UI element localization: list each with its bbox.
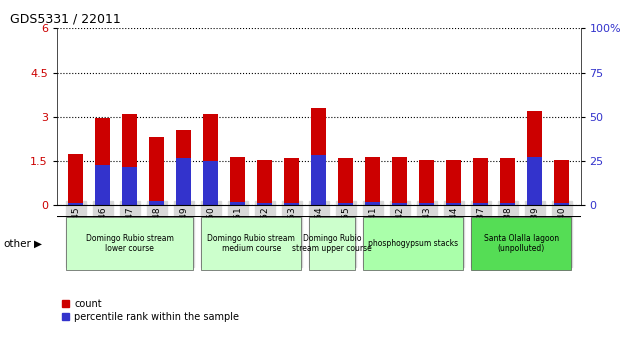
Bar (230, 156, 245, 205)
Bar (528, 156, 542, 205)
Bar (203, 161, 218, 205)
Bar (201, 217, 301, 270)
Bar (150, 201, 164, 205)
Bar (392, 156, 407, 205)
Bar (528, 111, 542, 205)
Bar (365, 156, 380, 205)
Legend: count, percentile rank within the sample: count, percentile rank within the sample (62, 299, 239, 321)
Bar (284, 158, 299, 205)
Bar (311, 108, 326, 205)
Bar (471, 217, 571, 270)
Bar (473, 203, 488, 205)
Bar (363, 217, 463, 270)
Bar (230, 202, 245, 205)
Text: Santa Olalla lagoon
(unpolluted): Santa Olalla lagoon (unpolluted) (483, 234, 558, 253)
Bar (419, 203, 434, 205)
Text: other: other (3, 239, 31, 249)
Text: phosphogypsum stacks: phosphogypsum stacks (368, 239, 458, 248)
Bar (122, 114, 137, 205)
Bar (122, 167, 137, 205)
Bar (365, 202, 380, 205)
Bar (203, 114, 218, 205)
Bar (257, 160, 272, 205)
Bar (446, 160, 461, 205)
Bar (68, 203, 83, 205)
Bar (176, 130, 191, 205)
Bar (392, 203, 407, 205)
Bar (311, 155, 326, 205)
Bar (257, 203, 272, 205)
Bar (554, 160, 569, 205)
Bar (150, 137, 164, 205)
Bar (176, 158, 191, 205)
Bar (338, 158, 353, 205)
Text: Domingo Rubio
stream upper course: Domingo Rubio stream upper course (292, 234, 372, 253)
Bar (68, 154, 83, 205)
Bar (473, 158, 488, 205)
Bar (554, 203, 569, 205)
Bar (66, 217, 193, 270)
Text: Domingo Rubio stream
medium course: Domingo Rubio stream medium course (207, 234, 295, 253)
Bar (338, 203, 353, 205)
Text: GDS5331 / 22011: GDS5331 / 22011 (9, 13, 121, 26)
Bar (309, 217, 355, 270)
Bar (500, 158, 515, 205)
Bar (500, 203, 515, 205)
Bar (446, 203, 461, 205)
Bar (419, 160, 434, 205)
Bar (95, 166, 110, 205)
Text: Domingo Rubio stream
lower course: Domingo Rubio stream lower course (86, 234, 174, 253)
Bar (95, 118, 110, 205)
Text: ▶: ▶ (34, 239, 42, 249)
Bar (284, 203, 299, 205)
